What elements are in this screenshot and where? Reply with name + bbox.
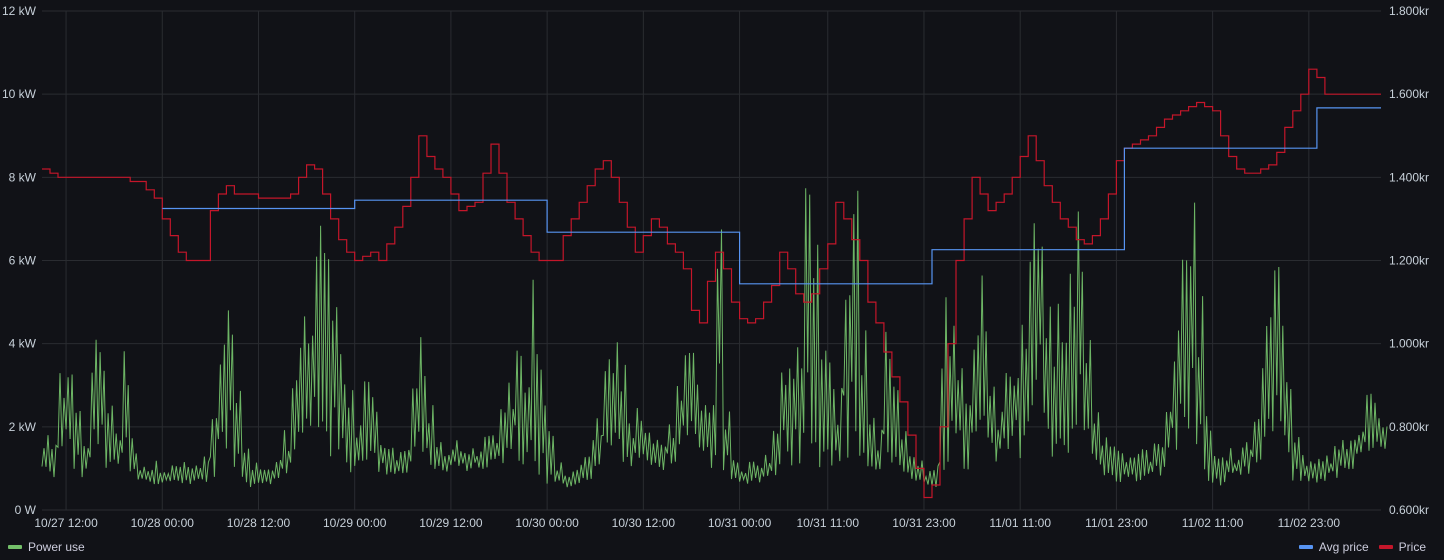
series-avg-price <box>162 107 1381 285</box>
legend-label: Avg price <box>1318 540 1369 554</box>
y-left-tick-label: 0 W <box>15 503 37 517</box>
y-right-tick-label: 0.600kr <box>1389 503 1429 517</box>
y-axis-right: 0.600kr 0.800kr 1.000kr 1.200kr 1.400kr 1.600… <box>1389 4 1429 517</box>
y-left-tick-label: 12 kW <box>2 4 37 18</box>
y-right-tick-label: 0.800kr <box>1389 420 1429 434</box>
legend-label: Price <box>1398 540 1426 554</box>
x-tick-label: 10/31 00:00 <box>708 516 772 530</box>
legend-swatch <box>1298 545 1313 549</box>
y-left-tick-label: 6 kW <box>9 254 37 268</box>
legend-right: Avg price Price <box>1298 538 1436 556</box>
legend-swatch <box>1378 545 1393 549</box>
x-tick-label: 10/30 12:00 <box>612 516 676 530</box>
x-tick-label: 10/30 00:00 <box>515 516 579 530</box>
y-right-tick-label: 1.400kr <box>1389 170 1429 184</box>
x-tick-label: 10/29 12:00 <box>419 516 483 530</box>
y-right-tick-label: 1.600kr <box>1389 87 1429 101</box>
y-right-tick-label: 1.000kr <box>1389 337 1429 351</box>
x-tick-label: 10/29 00:00 <box>323 516 387 530</box>
y-left-tick-label: 8 kW <box>9 170 37 184</box>
x-tick-label: 11/01 11:00 <box>989 516 1051 530</box>
y-right-tick-label: 1.200kr <box>1389 254 1429 268</box>
legend-item-avg-price[interactable]: Avg price <box>1298 540 1369 554</box>
legend-label: Power use <box>28 540 85 554</box>
legend-item-price[interactable]: Price <box>1378 540 1426 554</box>
x-tick-label: 10/27 12:00 <box>34 516 98 530</box>
x-tick-label: 10/31 23:00 <box>892 516 956 530</box>
x-axis: 10/27 12:00 10/28 00:00 10/28 12:00 10/29 0… <box>34 516 1340 530</box>
plot-area <box>41 68 1388 499</box>
x-tick-label: 11/02 11:00 <box>1182 516 1244 530</box>
legend-left: Power use <box>8 538 95 556</box>
y-left-tick-label: 2 kW <box>9 420 37 434</box>
y-left-tick-label: 4 kW <box>9 337 37 351</box>
series-price <box>42 68 1381 499</box>
x-tick-label: 11/02 23:00 <box>1278 516 1341 530</box>
y-axis-left: 0 W 2 kW 4 kW 6 kW 8 kW 10 kW 12 kW <box>2 4 37 517</box>
y-right-tick-label: 1.800kr <box>1389 4 1429 18</box>
x-tick-label: 10/28 12:00 <box>227 516 291 530</box>
legend-swatch <box>8 545 22 549</box>
x-tick-label: 10/28 00:00 <box>131 516 195 530</box>
y-left-tick-label: 10 kW <box>2 87 37 101</box>
legend-item-power-use[interactable]: Power use <box>8 540 85 554</box>
series-power-use <box>41 188 1388 488</box>
x-tick-label: 11/01 23:00 <box>1085 516 1148 530</box>
x-tick-label: 10/31 11:00 <box>797 516 860 530</box>
